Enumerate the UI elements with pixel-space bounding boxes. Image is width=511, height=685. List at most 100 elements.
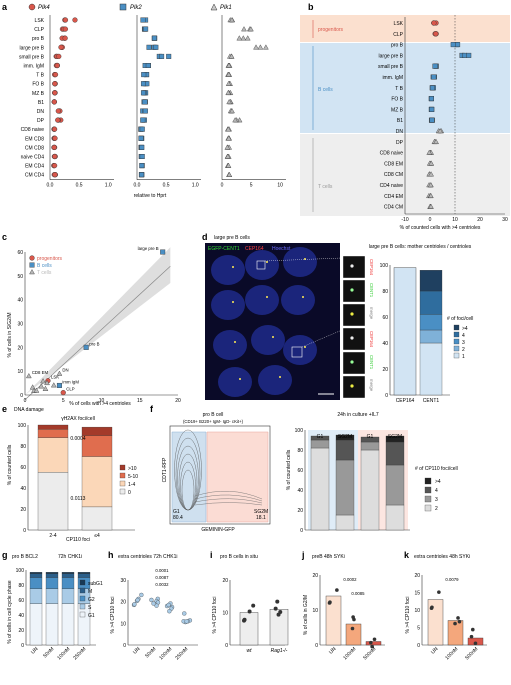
panel-b-row-2: pro B	[391, 43, 404, 49]
nucleus-6	[213, 330, 247, 360]
panel-e-cat-1: ≤4	[94, 533, 100, 539]
panel-e-xlabel: CP110 foci	[66, 537, 90, 543]
sg2m-gate-value: 18.1	[256, 515, 266, 521]
panel-a-point	[139, 163, 145, 169]
panel-g-bar-3-seg-3	[77, 573, 91, 578]
row-label-2: pro B	[32, 36, 45, 42]
panel-i-bar-0	[239, 612, 259, 646]
panel-k-title: extra centrioles 48h SYKi	[414, 554, 470, 560]
panel-b-point	[450, 42, 456, 48]
inset-1	[342, 279, 366, 303]
panel-a-tick-1-1: 0.5	[163, 183, 170, 189]
panel-a-point	[224, 153, 231, 159]
panel-a-point	[140, 81, 146, 87]
panel-k-ytick-0: 0	[417, 643, 420, 649]
panel-k-ytick-1: 5	[417, 626, 420, 632]
panel-h-pvalue-0: 0.0001	[155, 568, 169, 573]
panel-j-title: preB 48h SYKi	[312, 554, 345, 560]
panel-a-point	[166, 53, 172, 59]
panel-a-point	[58, 44, 64, 50]
panel-c-tcell-point	[44, 379, 50, 386]
panel-a-point	[226, 98, 233, 105]
panel-e-legend-0: >10	[128, 466, 137, 472]
gene-plk4: Plk4	[38, 5, 50, 11]
panel-a-point	[51, 144, 57, 151]
panel-a-tick-0-0: 0.0	[47, 183, 54, 189]
panel-g-bar-0-seg-0	[29, 603, 43, 646]
centriole-dot-0	[232, 266, 234, 268]
row-label-5: imm. IgM	[23, 64, 44, 70]
panel-a-point	[151, 35, 157, 41]
inset-5	[342, 375, 366, 399]
panel-f-bar-0-seg-1	[310, 439, 330, 449]
panel-i-bar-1	[269, 609, 289, 646]
panel-d-legend-swatch-0	[453, 324, 460, 331]
panel-d-ytick-4: 80	[382, 289, 388, 295]
panel-j: j preB 48h SYKi 0 10 20 0.0002 0.0085 UN 100nM…	[301, 550, 385, 661]
panel-c-point-1	[83, 344, 89, 350]
panel-g-ytick-0: 0	[21, 643, 24, 649]
panel-a-point	[146, 44, 152, 50]
panel-g-bar-2-seg-4	[61, 572, 75, 574]
panel-k-bar-1	[447, 620, 464, 646]
panel-c-ytick-6: 60	[17, 250, 23, 256]
panel-c-legend-marker-0	[29, 255, 35, 261]
panel-c-point-label-0: large pre B	[138, 246, 159, 251]
panel-f-ytick-1: 20	[297, 508, 303, 514]
panel-h-ytick-1: 10	[120, 621, 126, 627]
panel-c-xtick-0: 0	[24, 398, 27, 404]
panel-b-point	[433, 31, 439, 37]
panel-a-point	[52, 81, 58, 87]
panel-i-point	[247, 609, 252, 614]
panel-e-bar-0-seg-0	[37, 472, 69, 531]
panel-e-bar-0-seg-3	[37, 424, 69, 430]
panel-g-bar-1-seg-0	[45, 603, 59, 646]
panel-b-row-4: small pre B	[378, 64, 404, 70]
panel-j-point	[350, 626, 355, 631]
panel-a-point	[140, 117, 146, 123]
panel-f-ylabel: % of counted cells	[286, 449, 292, 490]
panel-c-xtick-2: 10	[99, 398, 105, 404]
panel-h-point	[167, 609, 172, 614]
panel-g-letter: g	[2, 550, 8, 560]
panel-b-row-12: CD8 naive	[380, 151, 404, 157]
panel-c-tcell-point	[42, 385, 49, 391]
inset-dot-5	[350, 384, 354, 388]
panel-f-cat-0: G1	[317, 434, 324, 440]
panel-h-letter: h	[108, 550, 114, 560]
panel-b-row-15: CD4 naive	[380, 183, 404, 189]
panel-j-pvalue-1: 0.0085	[351, 591, 365, 596]
b-cells-label: B cells	[318, 87, 333, 93]
panel-d-legend-swatch-3	[453, 345, 460, 352]
panel-k: k extra centrioles 48h SYKi 0 5 10 15 20 0.00…	[404, 550, 487, 661]
panel-f-legend-swatch-3	[424, 504, 432, 512]
panel-c-point-5	[56, 382, 62, 388]
panel-b-point	[432, 63, 438, 69]
panel-f-title: pro B cell	[203, 412, 224, 418]
gene-plk1: Plk1	[220, 5, 232, 11]
panel-a-point	[244, 35, 251, 41]
micrograph-nuclei	[211, 247, 317, 397]
panel-b-point	[426, 149, 433, 155]
row-label-6: T B	[36, 73, 44, 79]
panel-k-cat-1: 100nM	[444, 646, 459, 661]
panel-d-legend-title: # of foci/cell	[447, 316, 473, 322]
flow-tail-2	[194, 494, 263, 502]
panel-f-cat-2: G1	[367, 434, 374, 440]
nucleus-0	[211, 255, 245, 285]
panel-c-legend-1: B cells	[37, 263, 52, 269]
panel-e-ytick-3: 60	[20, 465, 26, 471]
panel-k-point	[473, 641, 478, 646]
panel-d-legend-4: 1	[462, 354, 465, 360]
panel-c-ytick-1: 10	[17, 369, 23, 375]
panel-c-xtick-3: 15	[137, 398, 143, 404]
panel-a-point	[52, 71, 59, 78]
panel-a-point	[224, 144, 231, 150]
panel-a-point	[153, 44, 159, 50]
panel-b-row-13: CD8 EM	[384, 161, 403, 167]
panel-c-point-label-6: CLP	[66, 387, 74, 392]
bar-cent1-seg-3	[419, 290, 443, 315]
panel-j-point	[370, 644, 374, 649]
row-label-13: EM CD8	[25, 136, 44, 142]
panel-h-point	[132, 602, 137, 607]
